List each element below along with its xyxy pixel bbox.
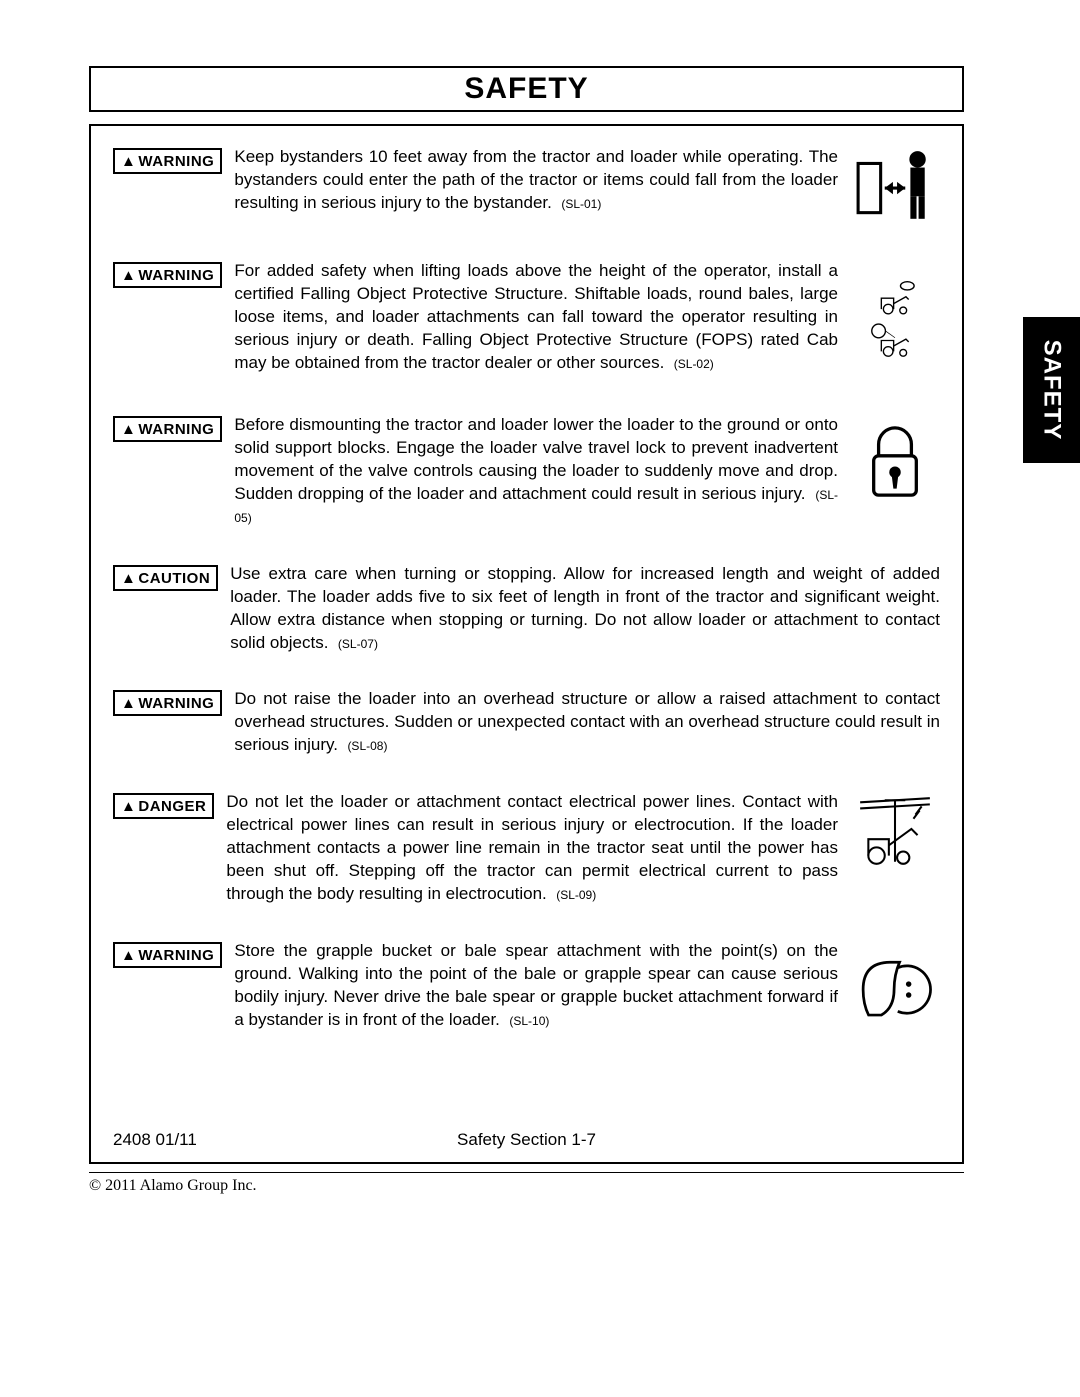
safety-text: Use extra care when turning or stopping.… xyxy=(230,563,940,655)
copyright: © 2011 Alamo Group Inc. xyxy=(89,1172,964,1195)
safety-text: Store the grapple bucket or bale spear a… xyxy=(234,940,838,1032)
warning-label: ▲ WARNING xyxy=(113,416,222,442)
content-frame: ▲ WARNING Keep bystanders 10 feet away f… xyxy=(89,124,964,1164)
safety-text: Keep bystanders 10 feet away from the tr… xyxy=(234,146,838,215)
bucket-icon xyxy=(850,940,940,1030)
lock-icon xyxy=(850,414,940,514)
safety-item: ▲ WARNING Before dismounting the tractor… xyxy=(113,414,940,529)
warning-label: ▲ WARNING xyxy=(113,942,222,968)
warning-label: ▲ WARNING xyxy=(113,262,222,288)
side-tab-text: SAFETY xyxy=(1038,340,1066,441)
alert-icon: ▲ xyxy=(121,695,136,712)
label-text: WARNING xyxy=(138,421,214,438)
alert-icon: ▲ xyxy=(121,947,136,964)
fops-icon xyxy=(850,260,940,380)
safety-item: ▲ WARNING Do not raise the loader into a… xyxy=(113,688,940,757)
alert-icon: ▲ xyxy=(121,267,136,284)
safety-text: Do not raise the loader into an overhead… xyxy=(234,688,940,757)
bystander-icon xyxy=(850,146,940,226)
alert-icon: ▲ xyxy=(121,153,136,170)
safety-text: Before dismounting the tractor and loade… xyxy=(234,414,838,529)
alert-icon: ▲ xyxy=(121,570,136,587)
safety-text: For added safety when lifting loads abov… xyxy=(234,260,838,375)
caution-label: ▲ CAUTION xyxy=(113,565,218,591)
safety-item: ▲ WARNING For added safety when lifting … xyxy=(113,260,940,380)
title-bar: SAFETY xyxy=(91,68,962,110)
safety-item: ▲ CAUTION Use extra care when turning or… xyxy=(113,563,940,655)
page-footer: 2408 01/11 Safety Section 1-7 xyxy=(113,1130,940,1150)
label-text: CAUTION xyxy=(138,570,210,587)
alert-icon: ▲ xyxy=(121,798,136,815)
safety-item: ▲ WARNING Keep bystanders 10 feet away f… xyxy=(113,146,940,226)
safety-item: ▲ DANGER Do not let the loader or attach… xyxy=(113,791,940,906)
label-text: DANGER xyxy=(138,798,206,815)
label-text: WARNING xyxy=(138,267,214,284)
danger-label: ▲ DANGER xyxy=(113,793,214,819)
footer-center: Safety Section 1-7 xyxy=(113,1130,940,1150)
title-frame: SAFETY xyxy=(89,66,964,112)
powerline-icon xyxy=(850,791,940,871)
warning-label: ▲ WARNING xyxy=(113,148,222,174)
label-text: WARNING xyxy=(138,947,214,964)
label-text: WARNING xyxy=(138,153,214,170)
safety-item: ▲ WARNING Store the grapple bucket or ba… xyxy=(113,940,940,1032)
warning-label: ▲ WARNING xyxy=(113,690,222,716)
side-tab: SAFETY xyxy=(1023,317,1080,463)
safety-text: Do not let the loader or attachment cont… xyxy=(226,791,838,906)
alert-icon: ▲ xyxy=(121,421,136,438)
label-text: WARNING xyxy=(138,695,214,712)
page-title: SAFETY xyxy=(175,72,878,106)
